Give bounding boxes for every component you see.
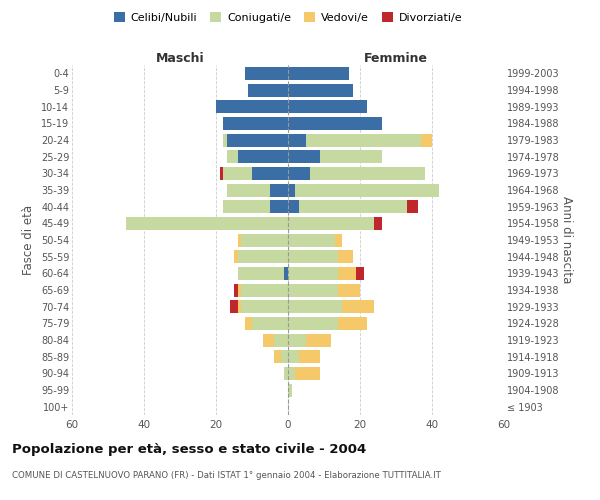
Bar (288, 250, 338, 263)
Bar (295, 184, 439, 196)
Bar (284, 267, 288, 280)
Bar (407, 200, 418, 213)
Bar (220, 167, 223, 180)
Bar (288, 217, 374, 230)
Bar (288, 167, 310, 180)
Legend: Celibi/Nubili, Coniugati/e, Vedovi/e, Divorziati/e: Celibi/Nubili, Coniugati/e, Vedovi/e, Di… (109, 8, 467, 28)
Bar (238, 250, 288, 263)
Text: COMUNE DI CASTELNUOVO PARANO (FR) - Dati ISTAT 1° gennaio 2004 - Elaborazione TU: COMUNE DI CASTELNUOVO PARANO (FR) - Dati… (12, 471, 441, 480)
Bar (421, 134, 432, 146)
Bar (241, 234, 288, 246)
Bar (306, 334, 331, 346)
Bar (245, 67, 288, 80)
Bar (288, 367, 295, 380)
Bar (288, 150, 320, 163)
Bar (288, 384, 292, 396)
Bar (306, 134, 421, 146)
Bar (241, 300, 288, 313)
Bar (338, 250, 353, 263)
Bar (230, 300, 238, 313)
Bar (274, 350, 281, 363)
Bar (238, 150, 288, 163)
Bar (338, 284, 360, 296)
Bar (234, 250, 238, 263)
Bar (223, 134, 227, 146)
Bar (252, 167, 288, 180)
Bar (299, 350, 320, 363)
Bar (274, 334, 288, 346)
Bar (241, 284, 288, 296)
Bar (216, 100, 288, 113)
Bar (288, 350, 299, 363)
Bar (288, 200, 299, 213)
Bar (335, 234, 342, 246)
Text: Maschi: Maschi (155, 52, 205, 65)
Bar (126, 217, 288, 230)
Bar (281, 350, 288, 363)
Bar (356, 267, 364, 280)
Bar (288, 100, 367, 113)
Bar (270, 200, 288, 213)
Bar (374, 217, 382, 230)
Bar (248, 84, 288, 96)
Text: Femmine: Femmine (364, 52, 428, 65)
Bar (238, 267, 284, 280)
Bar (288, 234, 335, 246)
Bar (245, 317, 252, 330)
Bar (288, 317, 338, 330)
Bar (238, 284, 241, 296)
Y-axis label: Anni di nascita: Anni di nascita (560, 196, 574, 284)
Bar (223, 117, 288, 130)
Bar (288, 334, 306, 346)
Bar (227, 134, 288, 146)
Bar (288, 117, 382, 130)
Bar (238, 300, 241, 313)
Bar (263, 334, 274, 346)
Bar (288, 300, 342, 313)
Y-axis label: Fasce di età: Fasce di età (22, 205, 35, 275)
Bar (288, 67, 349, 80)
Bar (338, 267, 356, 280)
Bar (238, 234, 241, 246)
Bar (320, 150, 382, 163)
Bar (252, 317, 288, 330)
Bar (295, 367, 320, 380)
Bar (288, 284, 338, 296)
Bar (338, 317, 367, 330)
Text: Popolazione per età, sesso e stato civile - 2004: Popolazione per età, sesso e stato civil… (12, 442, 366, 456)
Bar (227, 184, 270, 196)
Bar (270, 184, 288, 196)
Bar (310, 167, 425, 180)
Bar (227, 150, 238, 163)
Bar (223, 200, 270, 213)
Bar (288, 267, 338, 280)
Bar (288, 134, 306, 146)
Bar (223, 167, 252, 180)
Bar (288, 84, 353, 96)
Bar (288, 184, 295, 196)
Bar (299, 200, 407, 213)
Bar (342, 300, 374, 313)
Bar (284, 367, 288, 380)
Bar (234, 284, 238, 296)
